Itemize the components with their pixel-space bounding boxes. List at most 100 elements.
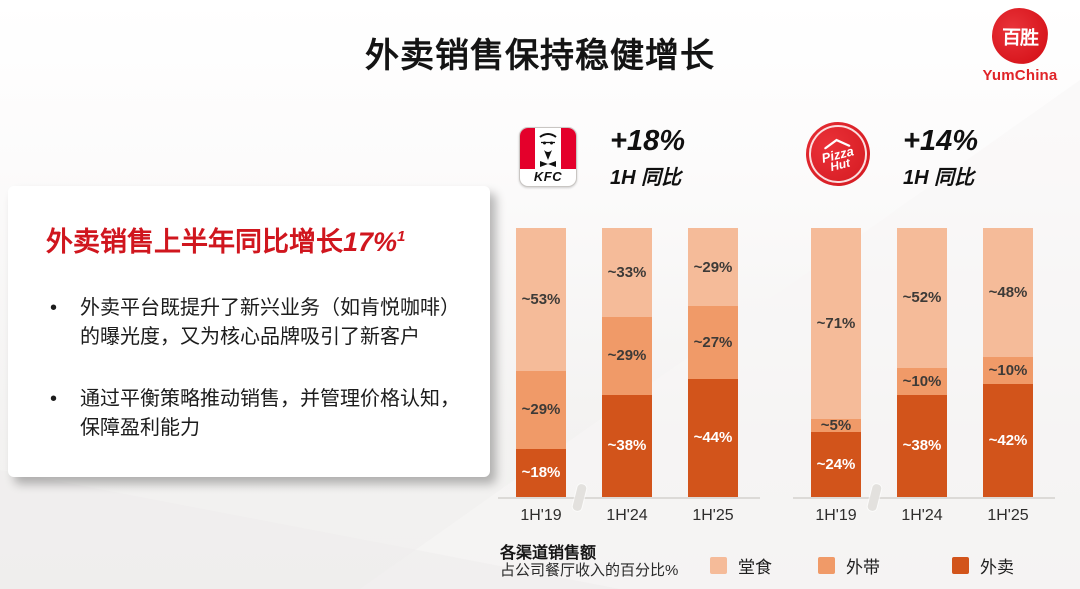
bullet-list: 外卖平台既提升了新兴业务（如肯悦咖啡）的曝光度，又为核心品牌吸引了新客户 通过平…	[8, 294, 466, 443]
kfc-growth-value: +18%	[610, 125, 685, 157]
bar-segment-label: ~10%	[988, 362, 1028, 380]
x-axis-label: 1H'24	[606, 507, 648, 524]
legend-label: 外带	[846, 558, 880, 577]
summary-card: 外卖销售上半年同比增长17%1 外卖平台既提升了新兴业务（如肯悦咖啡）的曝光度，…	[8, 186, 490, 477]
x-axis-label: 1H'25	[987, 507, 1029, 524]
bar-segment-takeaway: ~10%	[983, 357, 1033, 384]
bar-segment-takeaway: ~29%	[602, 316, 652, 395]
pizza-hut-roof-icon	[824, 138, 851, 150]
bullet-text: 外卖平台既提升了新兴业务（如肯悦咖啡）的曝光度，又为核心品牌吸引了新客户	[80, 297, 460, 349]
kfc-stacked-bar-chart: ~53% ~29% ~18% 1H'19 ~33% ~29% ~38% 1H'24 ~29% ~2…	[498, 228, 760, 528]
bar-segment-delivery: ~42%	[983, 384, 1033, 497]
chart-column: ~52% ~10% ~38% 1H'24	[897, 228, 947, 525]
bar-segment-label: ~53%	[521, 290, 561, 308]
bar-segment-dine-in: ~48%	[983, 228, 1033, 358]
bar-stack: ~48% ~10% ~42%	[983, 228, 1033, 497]
pizza-hut-growth-period: 1H 同比	[903, 166, 975, 189]
card-heading-value: 17%	[343, 227, 398, 257]
pizza-hut-x-axis-line	[793, 497, 1055, 499]
chart-column: ~33% ~29% ~38% 1H'24	[602, 228, 652, 525]
bar-segment-label: ~10%	[902, 372, 942, 390]
kfc-red-stripe	[561, 128, 576, 169]
bar-segment-dine-in: ~71%	[811, 228, 861, 419]
x-axis-label: 1H'24	[901, 507, 943, 524]
legend-swatch-delivery	[952, 557, 969, 574]
pizza-hut-stacked-bar-chart: ~71% ~5% ~24% 1H'19 ~52% ~10% ~38% 1H'24 ~48% ~10…	[793, 228, 1055, 528]
kfc-growth-period: 1H 同比	[610, 166, 682, 189]
bar-stack: ~71% ~5% ~24%	[811, 228, 861, 497]
kfc-x-axis-line	[498, 497, 760, 499]
colonel-face-icon	[535, 128, 561, 169]
yum-china-logo: 百胜 YumChina	[972, 6, 1068, 84]
legend-item-delivery: 外卖	[952, 553, 1014, 578]
kfc-red-stripe	[520, 128, 535, 169]
bar-stack: ~33% ~29% ~38%	[602, 228, 652, 497]
bar-segment-label: ~29%	[607, 347, 647, 365]
chart-column: ~71% ~5% ~24% 1H'19	[811, 228, 861, 525]
kfc-wordmark: KFC	[533, 169, 563, 184]
chart-column: ~53% ~29% ~18% 1H'19	[516, 228, 566, 525]
chart-column: ~48% ~10% ~42% 1H'25	[983, 228, 1033, 525]
bar-segment-label: ~29%	[693, 258, 733, 276]
legend-label: 外卖	[980, 558, 1014, 577]
bar-segment-label: ~38%	[607, 437, 647, 455]
bar-segment-label: ~42%	[988, 431, 1028, 449]
chart-column: ~29% ~27% ~44% 1H'25	[688, 228, 738, 525]
bar-segment-label: ~18%	[521, 464, 561, 482]
bullet-text: 通过平衡策略推动销售，并管理价格认知，保障盈利能力	[80, 388, 460, 440]
legend-item-takeaway: 外带	[818, 553, 880, 578]
bar-segment-label: ~29%	[521, 401, 561, 419]
bar-segment-label: ~33%	[607, 263, 647, 281]
bar-segment-dine-in: ~52%	[897, 228, 947, 368]
legend-item-dine-in: 堂食	[710, 553, 772, 578]
bar-segment-dine-in: ~33%	[602, 228, 652, 317]
bar-segment-label: ~24%	[816, 456, 856, 474]
pizza-hut-bars: ~71% ~5% ~24% 1H'19 ~52% ~10% ~38% 1H'24 ~48% ~10…	[793, 228, 1033, 525]
bar-stack: ~53% ~29% ~18%	[516, 228, 566, 497]
legend-swatch-dine-in	[710, 557, 727, 574]
bar-segment-takeaway: ~27%	[688, 306, 738, 379]
bar-segment-takeaway: ~29%	[516, 370, 566, 449]
bullet-item: 通过平衡策略推动销售，并管理价格认知，保障盈利能力	[48, 385, 466, 443]
bar-segment-delivery: ~44%	[688, 378, 738, 497]
pizza-hut-growth-stat: +14% 1H 同比	[903, 125, 978, 190]
yum-china-seal-text: 百胜	[1001, 27, 1039, 49]
kfc-logo: KFC	[519, 127, 577, 187]
kfc-bars: ~53% ~29% ~18% 1H'19 ~33% ~29% ~38% 1H'24 ~29% ~2…	[498, 228, 738, 525]
bar-stack: ~29% ~27% ~44%	[688, 228, 738, 497]
bar-segment-label: ~48%	[988, 284, 1028, 302]
kfc-growth-stat: +18% 1H 同比	[610, 125, 685, 190]
pizza-hut-growth-value: +14%	[903, 125, 978, 157]
x-axis-label: 1H'25	[692, 507, 734, 524]
yum-china-seal-icon: 百胜	[990, 6, 1050, 66]
card-heading-text: 外卖销售上半年同比增长	[46, 227, 343, 257]
bullet-item: 外卖平台既提升了新兴业务（如肯悦咖啡）的曝光度，又为核心品牌吸引了新客户	[48, 294, 466, 352]
bar-segment-delivery: ~18%	[516, 448, 566, 497]
pizza-hut-logo: Pizza Hut	[802, 118, 874, 190]
bar-segment-delivery: ~38%	[602, 394, 652, 497]
bar-segment-label: ~27%	[693, 333, 733, 351]
bar-segment-dine-in: ~53%	[516, 228, 566, 371]
bar-segment-label: ~38%	[902, 437, 942, 455]
x-axis-label: 1H'19	[520, 507, 562, 524]
legend-swatch-takeaway	[818, 557, 835, 574]
bar-segment-label: ~5%	[820, 417, 852, 435]
bar-stack: ~52% ~10% ~38%	[897, 228, 947, 497]
kfc-stripes	[520, 128, 576, 169]
footnote-marker: 1	[397, 228, 406, 245]
yum-china-wordmark: YumChina	[982, 67, 1058, 84]
bar-segment-takeaway: ~10%	[897, 367, 947, 395]
bar-segment-delivery: ~38%	[897, 394, 947, 497]
chart-footnote-title: 各渠道销售额	[500, 545, 597, 562]
bar-segment-delivery: ~24%	[811, 432, 861, 497]
x-axis-label: 1H'19	[815, 507, 857, 524]
bar-segment-label: ~52%	[902, 289, 942, 307]
page-title: 外卖销售保持稳健增长	[365, 37, 715, 75]
bar-segment-label: ~44%	[693, 429, 733, 447]
chart-footnote-subtitle: 占公司餐厅收入的百分比%	[500, 562, 679, 579]
bar-segment-label: ~71%	[816, 314, 856, 332]
card-heading: 外卖销售上半年同比增长17%1	[46, 226, 462, 258]
legend-label: 堂食	[738, 558, 772, 577]
bar-segment-dine-in: ~29%	[688, 228, 738, 306]
